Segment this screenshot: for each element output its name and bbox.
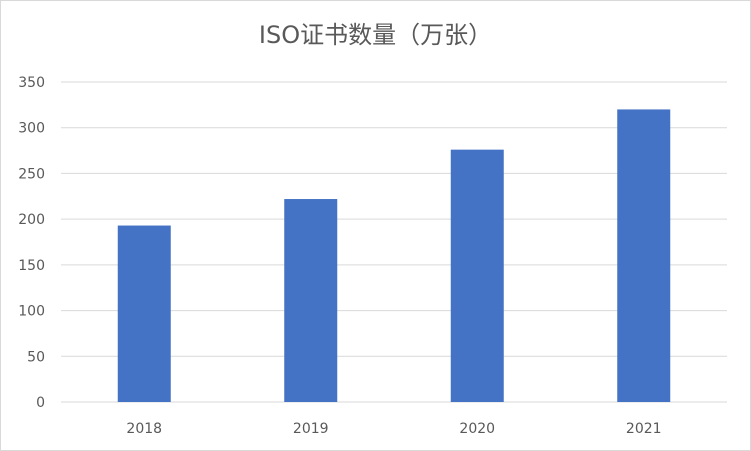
x-tick-label-2020: 2020 xyxy=(459,421,495,437)
x-tick-label-2018: 2018 xyxy=(126,421,162,437)
y-tick-label-100: 100 xyxy=(18,304,45,320)
bar-2021 xyxy=(617,109,671,402)
x-tick-label-2019: 2019 xyxy=(293,421,329,437)
y-tick-label-50: 50 xyxy=(27,349,45,365)
x-tick-label-2021: 2021 xyxy=(626,421,662,437)
y-tick-label-200: 200 xyxy=(18,212,45,228)
y-tick-label-300: 300 xyxy=(18,121,45,137)
y-tick-label-150: 150 xyxy=(18,258,45,274)
chart-title: ISO证书数量（万张） xyxy=(258,21,493,49)
bar-2020 xyxy=(450,149,504,402)
y-tick-label-350: 350 xyxy=(18,75,45,91)
bar-2018 xyxy=(117,225,171,402)
bar-2019 xyxy=(284,199,338,402)
y-tick-label-0: 0 xyxy=(36,395,45,411)
y-tick-label-250: 250 xyxy=(18,166,45,182)
